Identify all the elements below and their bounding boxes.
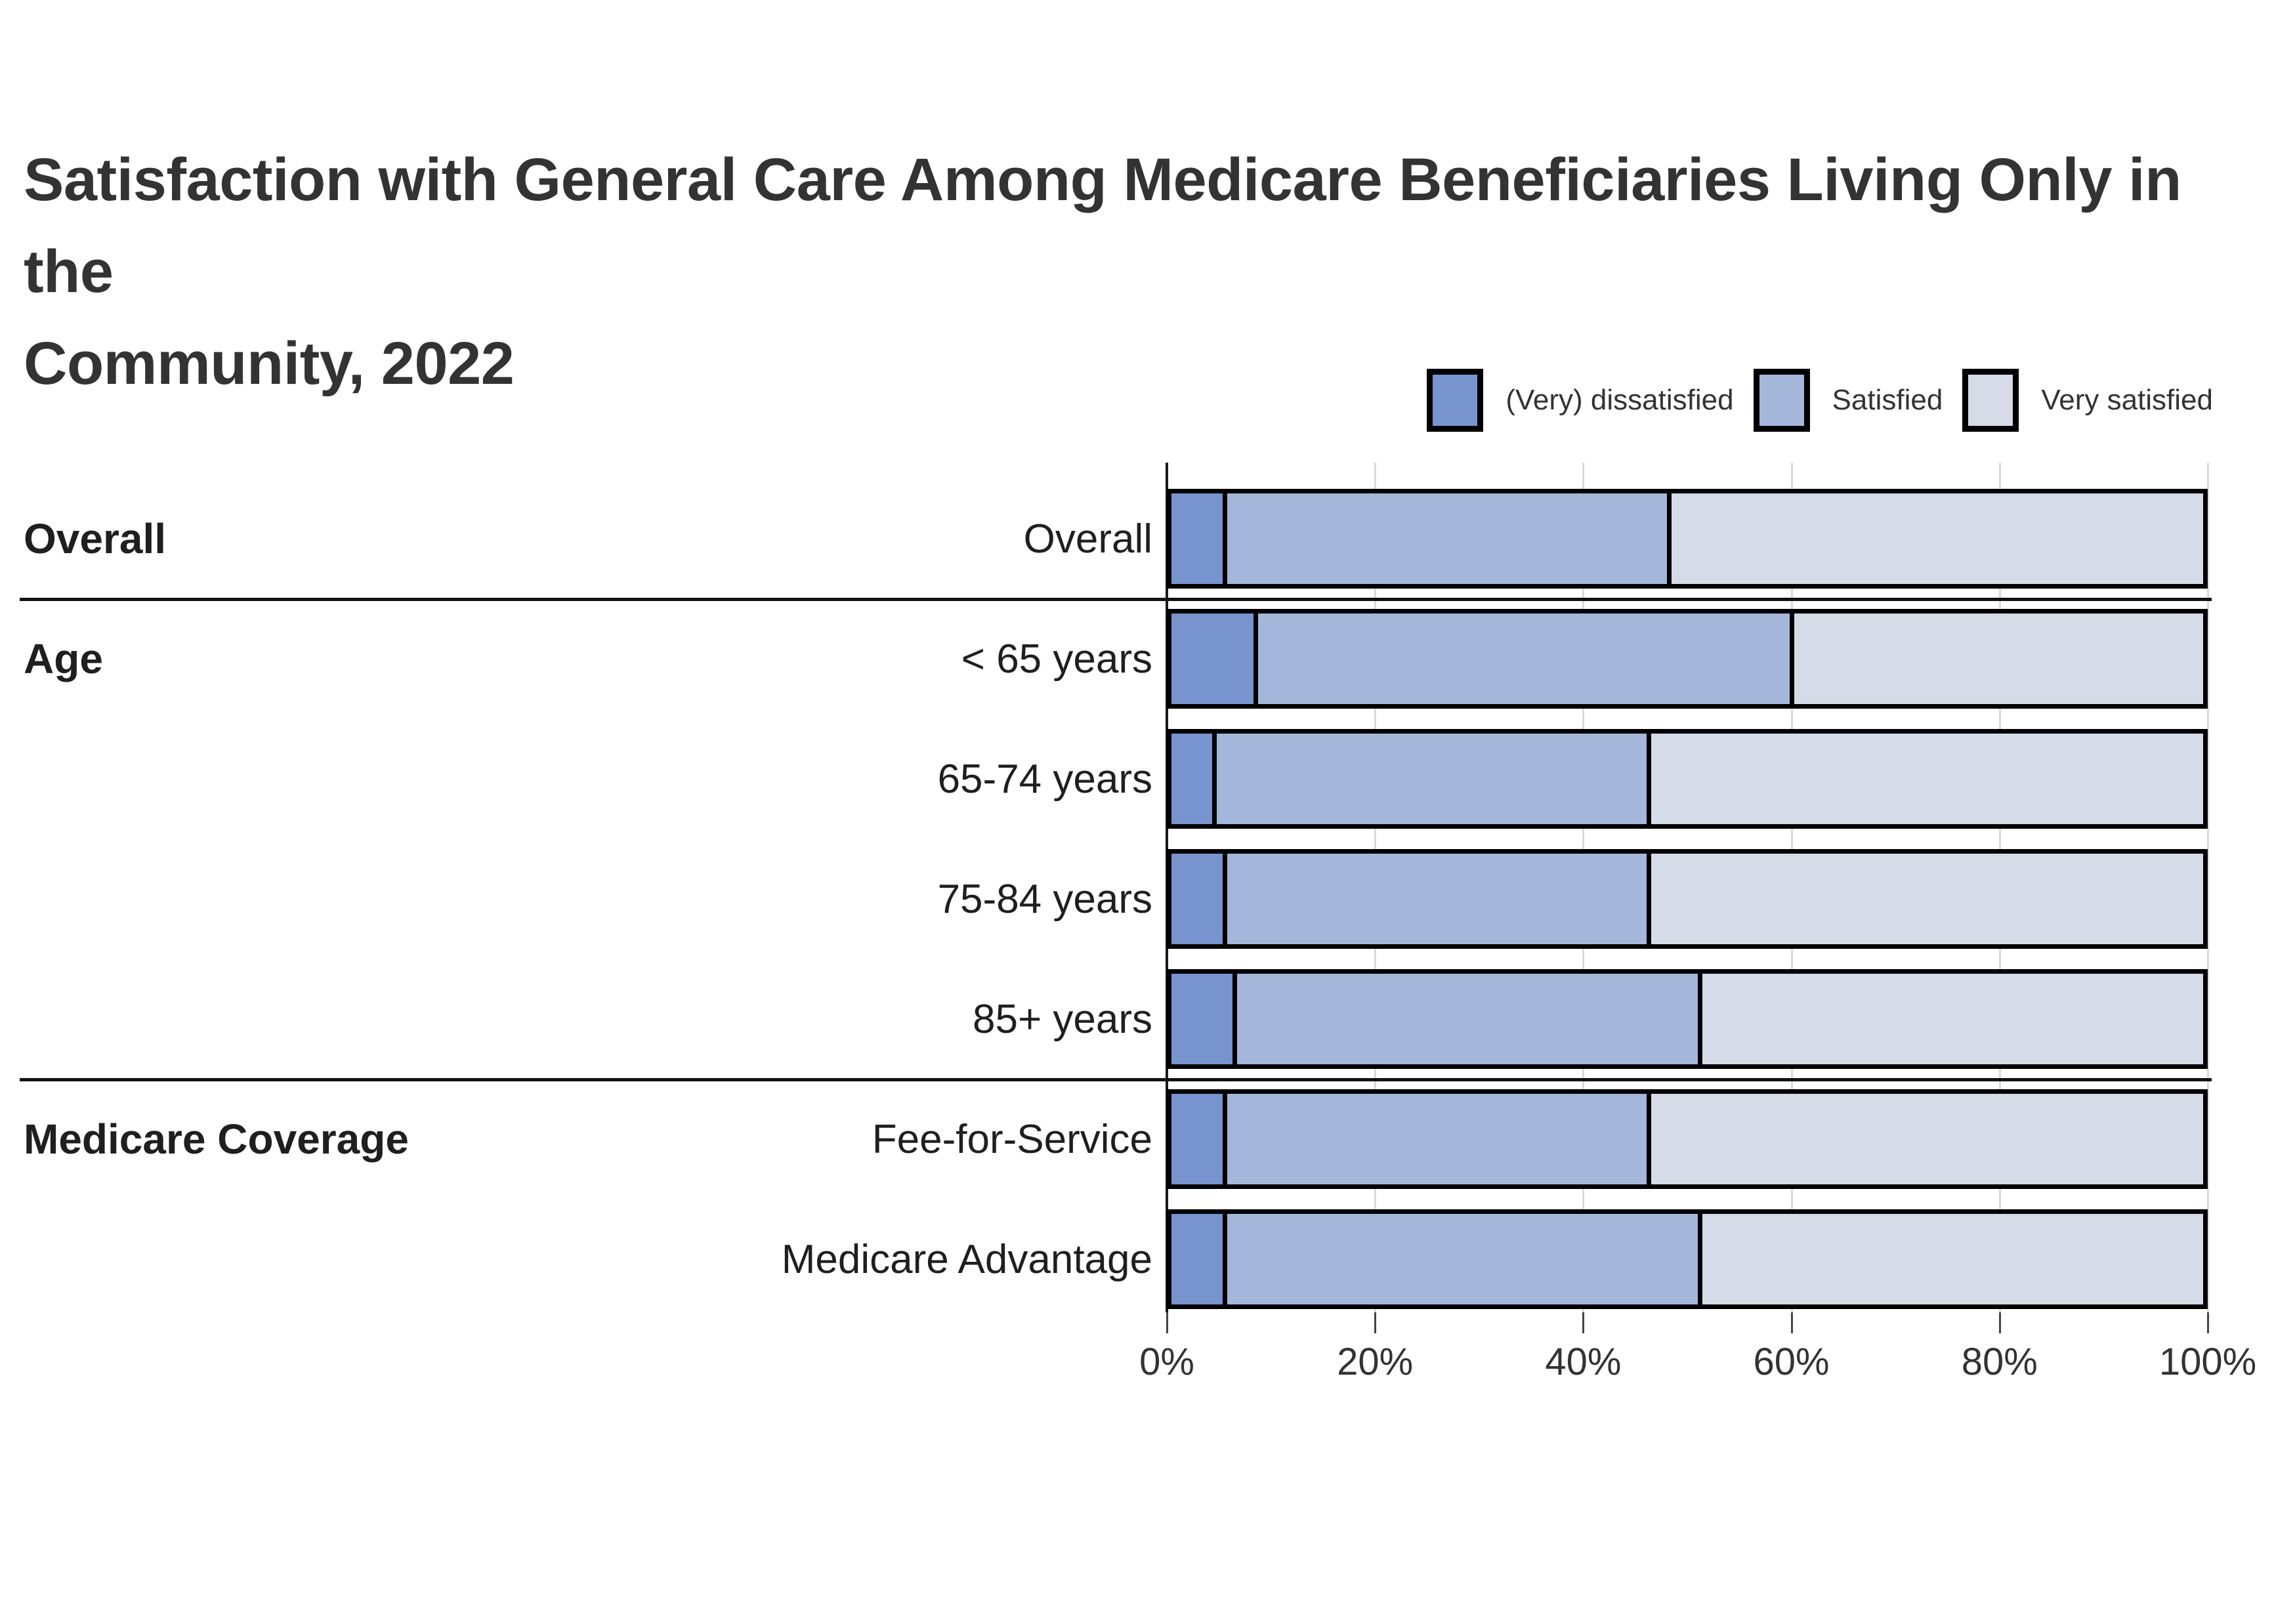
bar--65-years <box>1167 609 2208 709</box>
bar-segment-satisfied <box>1227 493 1667 584</box>
x-tick-mark-80 <box>1998 1312 2001 1333</box>
legend-swatch-icon <box>1753 369 1810 432</box>
bar-segment-very-satisfied <box>1702 1214 2204 1304</box>
bar-segment-satisfied <box>1227 1094 1647 1184</box>
x-tick-label-100: 100% <box>2158 1341 2257 1383</box>
x-tick-label-60: 60% <box>1753 1341 1830 1383</box>
bar-segment--very-dissatisfied <box>1171 1214 1223 1304</box>
bar-overall <box>1167 489 2208 589</box>
row-label-5: Fee-for-Service <box>872 1116 1152 1162</box>
bar-85-years <box>1167 969 2208 1069</box>
bar-75-84-years <box>1167 849 2208 949</box>
legend: (Very) dissatisfied Satisfied Very satisfi… <box>1427 369 2213 432</box>
bar-medicare-advantage <box>1167 1209 2208 1309</box>
legend-item-1: Satisfied <box>1753 369 1943 432</box>
plot-area <box>1166 463 2209 1312</box>
x-tick-label-0: 0% <box>1139 1341 1194 1383</box>
bar-segment-satisfied <box>1217 734 1647 824</box>
group-label-age: Age <box>24 635 103 682</box>
bar-segment-satisfied <box>1227 1214 1698 1304</box>
row-label-2: 65-74 years <box>937 756 1152 802</box>
row-label-4: 85+ years <box>972 996 1152 1042</box>
legend-item-label: Satisfied <box>1832 384 1943 416</box>
bar-segment-very-satisfied <box>1651 734 2203 824</box>
x-tick-label-80: 80% <box>1961 1341 2038 1383</box>
bar-fee-for-service <box>1167 1089 2208 1189</box>
bar-segment--very-dissatisfied <box>1171 614 1253 704</box>
bar-segment--very-dissatisfied <box>1171 854 1223 944</box>
bar-segment-very-satisfied <box>1651 1094 2203 1184</box>
bar-segment-very-satisfied <box>1702 974 2203 1064</box>
bar-segment-satisfied <box>1227 854 1647 944</box>
bar-65-74-years <box>1167 729 2208 829</box>
row-label-1: < 65 years <box>961 636 1152 682</box>
x-tick-mark-20 <box>1374 1312 1377 1333</box>
bar-segment-satisfied <box>1237 974 1698 1064</box>
row-label-6: Medicare Advantage <box>781 1236 1152 1282</box>
bar-segment--very-dissatisfied <box>1171 974 1233 1064</box>
x-tick-mark-60 <box>1790 1312 1793 1333</box>
x-tick-mark-0 <box>1166 1312 1168 1333</box>
group-separator-line <box>20 597 2212 601</box>
legend-swatch-icon <box>1427 369 1484 432</box>
x-tick-mark-40 <box>1582 1312 1585 1333</box>
x-tick-label-40: 40% <box>1545 1341 1622 1383</box>
group-label-overall: Overall <box>24 515 167 562</box>
legend-item-0: (Very) dissatisfied <box>1427 369 1734 432</box>
legend-item-label: (Very) dissatisfied <box>1505 384 1734 416</box>
chart-title-line2: Community, 2022 <box>24 329 515 397</box>
x-tick-mark-100 <box>2207 1312 2209 1333</box>
bar-segment--very-dissatisfied <box>1171 1094 1223 1184</box>
legend-item-label: Very satisfied <box>2041 384 2213 416</box>
group-label-medicare-coverage: Medicare Coverage <box>24 1115 409 1163</box>
bar-segment--very-dissatisfied <box>1171 493 1223 584</box>
bar-segment-very-satisfied <box>1671 493 2203 584</box>
row-label-0: Overall <box>1023 516 1152 562</box>
bar-segment--very-dissatisfied <box>1171 734 1213 824</box>
x-tick-label-20: 20% <box>1337 1341 1414 1383</box>
group-separator-line <box>20 1077 2212 1081</box>
chart-title: Satisfaction with General Care Among Med… <box>24 135 2248 409</box>
gridline-100 <box>2207 463 2209 1312</box>
legend-item-2: Very satisfied <box>1962 369 2213 432</box>
chart-title-line1: Satisfaction with General Care Among Med… <box>24 146 2181 305</box>
row-label-3: 75-84 years <box>937 876 1152 922</box>
bar-segment-very-satisfied <box>1794 614 2203 704</box>
legend-swatch-icon <box>1962 369 2019 432</box>
bar-segment-very-satisfied <box>1651 854 2203 944</box>
bar-segment-satisfied <box>1257 614 1790 704</box>
